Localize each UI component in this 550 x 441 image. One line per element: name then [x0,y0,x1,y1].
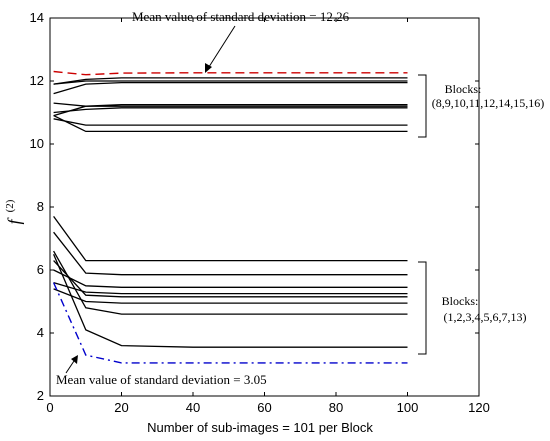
lower-group-members: (1,2,3,4,5,6,7,13) [444,310,527,324]
x-tick-label: 0 [46,400,53,415]
lower-mean-std-line [52,282,408,364]
x-tick-label: 40 [186,400,200,415]
lower-annotation: Mean value of standard deviation = 3.05 [56,372,267,387]
lower-group-bracket [418,261,427,355]
upper-group-members: (8,9,10,11,12,14,15,16) [432,96,545,110]
lower-block-series-line [53,260,408,298]
upper-annotation-arrowhead [205,63,212,73]
upper-block-series-line [53,80,408,85]
upper-block-series-line [53,81,408,95]
y-tick-label: 6 [37,262,44,277]
x-axis-title: Number of sub-images = 101 per Block [147,420,373,435]
lower-block-series-line [53,254,408,348]
series-layer [52,70,408,364]
upper-annotation-arrow [206,25,236,71]
upper-group-bracket [418,74,427,138]
upper-block-series-line [53,115,408,133]
y-tick-label: 10 [30,136,44,151]
upper-block-series-line [53,77,408,85]
upper-block-series-line [53,103,408,117]
upper-group-title: Blocks: [445,82,482,96]
lower-block-series-line [53,231,408,276]
y-tick-label: 14 [30,10,44,25]
x-tick-label: 20 [114,400,128,415]
plot-area [49,17,480,397]
y-tick-label: 12 [30,73,44,88]
x-tick-label: 120 [468,400,490,415]
upper-block-series-line [53,102,408,107]
lower-block-series-line [53,250,408,315]
upper-annotation: Mean value of standard deviation = 12.26 [132,9,350,24]
x-tick-label: 60 [257,400,271,415]
svg-text:(2): (2) [4,199,16,212]
y-axis-title: f (2) [4,199,24,224]
lower-block-series-line [53,281,408,295]
y-axis: 2 4 6 8 10 12 14 [30,10,479,403]
y-tick-label: 4 [37,325,44,340]
lower-group-title: Blocks: [442,294,479,308]
lower-annotation-arrowhead [71,355,78,364]
x-axis: 0 20 40 60 80 100 120 [46,18,490,415]
svg-text:f: f [4,217,24,225]
lower-block-series-line [53,216,408,262]
upper-block-series-line [53,107,408,114]
y-tick-label: 8 [37,199,44,214]
lower-block-series-line [53,269,408,288]
upper-mean-std-line [53,70,408,76]
x-tick-label: 100 [397,400,419,415]
x-tick-label: 80 [329,400,343,415]
upper-block-series-line [53,118,408,126]
y-tick-label: 2 [37,388,44,403]
